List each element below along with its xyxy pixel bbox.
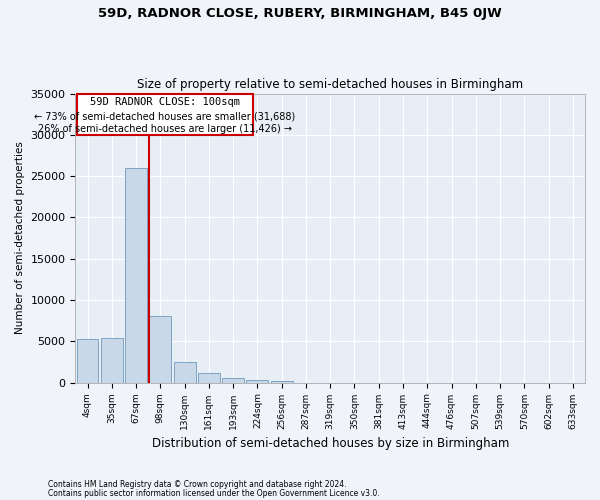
Bar bbox=[247, 380, 268, 382]
FancyBboxPatch shape bbox=[77, 94, 253, 135]
Title: Size of property relative to semi-detached houses in Birmingham: Size of property relative to semi-detach… bbox=[137, 78, 523, 91]
Bar bbox=[101, 338, 123, 382]
Bar bbox=[125, 168, 147, 382]
Bar bbox=[198, 374, 220, 382]
Y-axis label: Number of semi-detached properties: Number of semi-detached properties bbox=[15, 142, 25, 334]
X-axis label: Distribution of semi-detached houses by size in Birmingham: Distribution of semi-detached houses by … bbox=[152, 437, 509, 450]
Bar bbox=[77, 339, 98, 382]
Bar bbox=[149, 316, 171, 382]
Bar bbox=[222, 378, 244, 382]
Bar bbox=[173, 362, 196, 382]
Text: ← 73% of semi-detached houses are smaller (31,688): ← 73% of semi-detached houses are smalle… bbox=[34, 112, 295, 122]
Text: Contains HM Land Registry data © Crown copyright and database right 2024.: Contains HM Land Registry data © Crown c… bbox=[48, 480, 347, 489]
Text: Contains public sector information licensed under the Open Government Licence v3: Contains public sector information licen… bbox=[48, 488, 380, 498]
Text: 26% of semi-detached houses are larger (11,426) →: 26% of semi-detached houses are larger (… bbox=[38, 124, 292, 134]
Text: 59D RADNOR CLOSE: 100sqm: 59D RADNOR CLOSE: 100sqm bbox=[89, 97, 239, 107]
Bar bbox=[271, 381, 293, 382]
Text: 59D, RADNOR CLOSE, RUBERY, BIRMINGHAM, B45 0JW: 59D, RADNOR CLOSE, RUBERY, BIRMINGHAM, B… bbox=[98, 8, 502, 20]
